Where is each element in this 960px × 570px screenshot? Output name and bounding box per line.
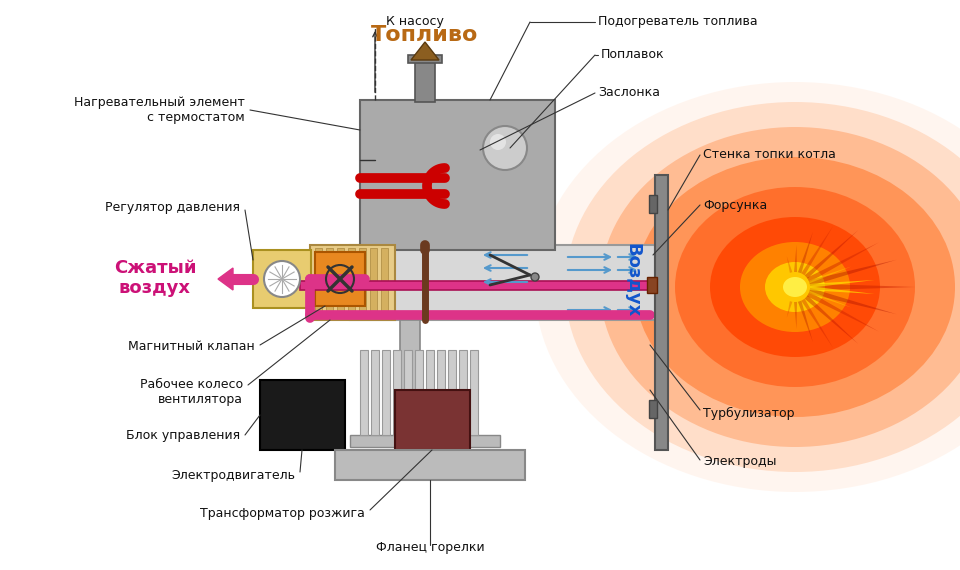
Text: Топливо: Топливо [372, 25, 479, 45]
Ellipse shape [565, 102, 960, 472]
Circle shape [264, 261, 300, 297]
Polygon shape [810, 283, 915, 291]
Bar [337, 248, 344, 317]
Polygon shape [808, 291, 852, 308]
Bar [408, 55, 442, 63]
Text: Блок управления: Блок управления [126, 429, 240, 442]
Bar [370, 248, 377, 317]
Bar [382, 350, 390, 435]
Bar [348, 248, 355, 317]
Ellipse shape [740, 242, 850, 332]
Bar [437, 350, 445, 435]
Bar [315, 252, 365, 306]
Bar [335, 450, 525, 480]
Bar [360, 100, 555, 250]
Polygon shape [810, 280, 875, 288]
Ellipse shape [535, 82, 960, 492]
Polygon shape [798, 301, 813, 342]
Bar [371, 350, 379, 435]
Bar [310, 245, 395, 320]
Bar [315, 248, 322, 317]
Polygon shape [786, 256, 792, 273]
Bar [470, 350, 478, 435]
Bar [404, 350, 412, 435]
Polygon shape [794, 245, 797, 272]
Polygon shape [804, 230, 858, 279]
Bar [360, 350, 368, 435]
Ellipse shape [710, 217, 880, 357]
Bar [350, 435, 500, 447]
Bar [260, 380, 345, 450]
Bar [655, 175, 668, 450]
Polygon shape [808, 260, 897, 286]
Ellipse shape [783, 277, 807, 297]
Text: Поплавок: Поплавок [601, 48, 664, 62]
Text: Регулятор давления: Регулятор давления [105, 201, 240, 214]
Bar [300, 281, 655, 290]
Bar [647, 277, 657, 293]
Text: Рабочее колесо
вентилятора: Рабочее колесо вентилятора [140, 378, 243, 406]
Bar [350, 245, 655, 320]
Text: Воздух: Воздух [623, 243, 641, 317]
Circle shape [490, 134, 506, 150]
Polygon shape [411, 42, 439, 60]
Polygon shape [808, 288, 897, 314]
Text: Стенка топки котла: Стенка топки котла [703, 149, 836, 161]
Ellipse shape [765, 262, 825, 312]
Bar [381, 248, 388, 317]
Bar [253, 250, 311, 308]
Text: Подогреватель топлива: Подогреватель топлива [598, 15, 757, 28]
Text: Электроды: Электроды [703, 455, 777, 469]
Polygon shape [802, 299, 833, 348]
Text: Турбулизатор: Турбулизатор [703, 406, 795, 420]
Text: Форсунка: Форсунка [703, 198, 767, 211]
Ellipse shape [600, 127, 960, 447]
Polygon shape [810, 286, 875, 294]
Polygon shape [794, 302, 797, 329]
Bar [649, 195, 657, 213]
Polygon shape [798, 232, 813, 273]
Bar [415, 60, 435, 102]
Bar [448, 350, 456, 435]
Polygon shape [802, 226, 833, 275]
Bar [395, 390, 470, 450]
Bar [649, 400, 657, 418]
Circle shape [483, 126, 527, 170]
Ellipse shape [635, 157, 955, 417]
Circle shape [531, 273, 539, 281]
Polygon shape [807, 292, 879, 332]
Text: Сжатый
воздух: Сжатый воздух [113, 259, 196, 298]
Polygon shape [808, 267, 852, 283]
Polygon shape [218, 268, 233, 290]
Ellipse shape [675, 187, 915, 387]
Bar [393, 350, 401, 435]
Text: Магнитный клапан: Магнитный клапан [129, 340, 255, 353]
Text: Нагревательный элемент
с термостатом: Нагревательный элемент с термостатом [74, 96, 245, 124]
Text: Заслонка: Заслонка [598, 87, 660, 100]
Text: Электродвигатель: Электродвигатель [171, 469, 295, 482]
Text: Фланец горелки: Фланец горелки [375, 542, 484, 555]
Bar [359, 248, 366, 317]
Text: К насосу: К насосу [386, 15, 444, 28]
Polygon shape [804, 295, 858, 344]
Bar [426, 350, 434, 435]
Polygon shape [786, 301, 792, 318]
Polygon shape [807, 242, 879, 282]
Bar [326, 248, 333, 317]
Bar [400, 320, 420, 400]
Bar [459, 350, 467, 435]
Text: Трансформатор розжига: Трансформатор розжига [200, 507, 365, 519]
Bar [415, 350, 423, 435]
